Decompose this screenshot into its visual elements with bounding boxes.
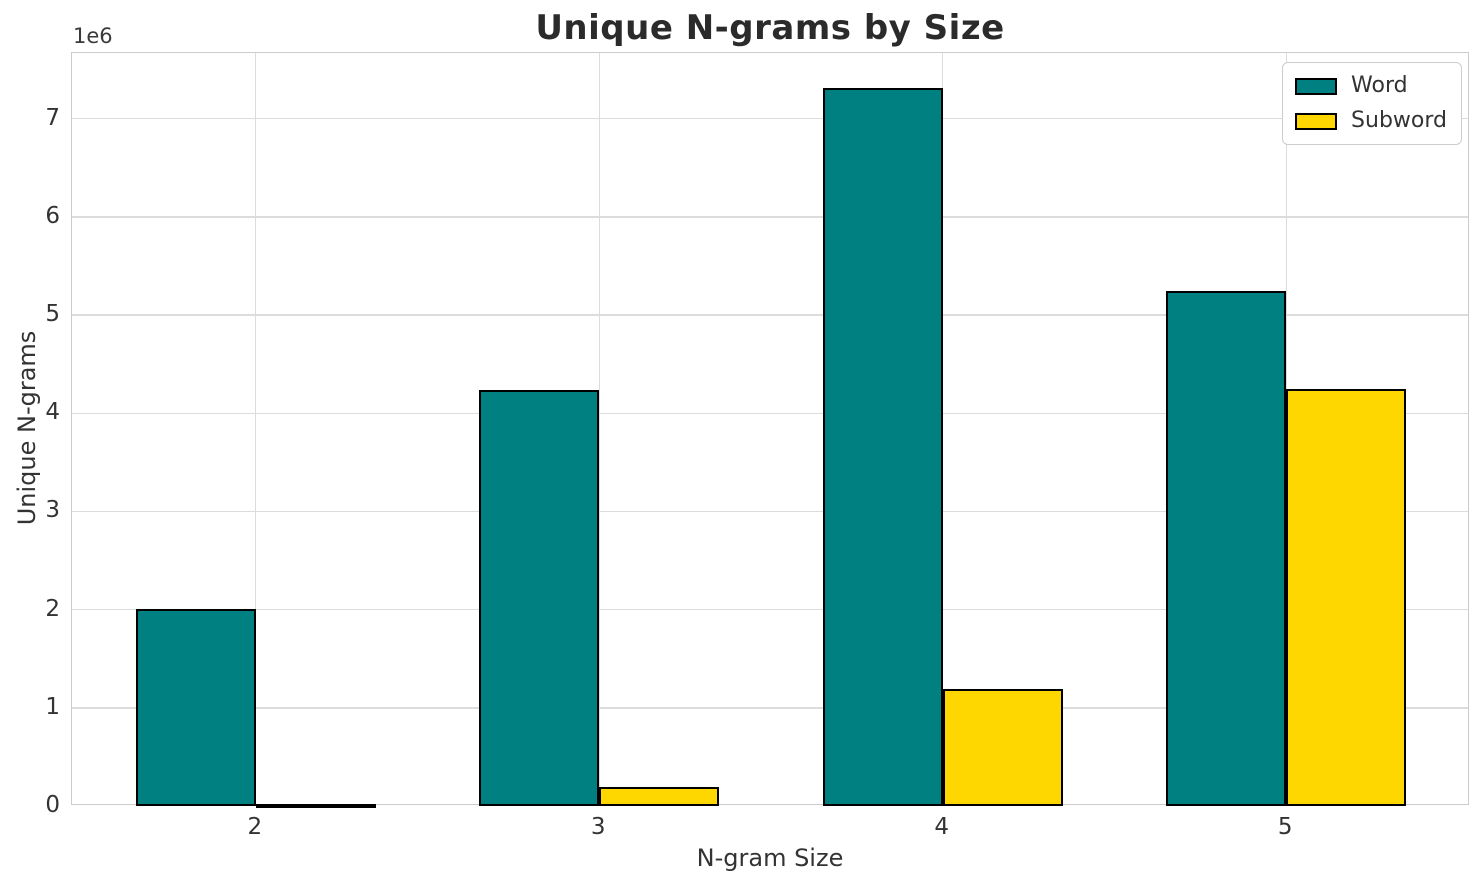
legend: Word Subword: [1282, 62, 1462, 145]
x-axis-label: N-gram Size: [696, 844, 844, 872]
y-tick-label-7: 7: [45, 104, 60, 131]
legend-item-subword: Subword: [1295, 107, 1447, 135]
bar-subword-4: [942, 689, 1063, 806]
bar-word-3: [479, 389, 600, 806]
bar-subword-2: [255, 803, 376, 808]
gridline-y-6: [72, 216, 1468, 218]
bar-word-4: [822, 88, 943, 806]
legend-swatch-word: [1295, 77, 1338, 95]
gridline-y-2: [72, 608, 1468, 611]
y-tick-label-3: 3: [45, 497, 60, 524]
x-tick-label-2: 2: [247, 814, 263, 840]
gridline-x-2: [255, 53, 257, 804]
y-tick-label-0: 0: [45, 792, 60, 818]
gridline-y-1: [72, 707, 1468, 709]
y-axis-offset-label: 1e6: [73, 24, 113, 48]
gridline-y-7: [72, 118, 1468, 120]
y-tick-label-1: 1: [45, 693, 60, 720]
legend-item-word: Word: [1295, 72, 1447, 100]
x-tick-label-4: 4: [934, 814, 950, 840]
x-tick-label-5: 5: [1277, 814, 1293, 840]
x-tick-label-3: 3: [590, 814, 606, 840]
gridline-y-3: [72, 510, 1468, 513]
y-tick-label-4: 4: [45, 399, 60, 426]
gridline-y-5: [72, 314, 1468, 316]
plot-area: [71, 52, 1469, 808]
bar-subword-5: [1286, 388, 1407, 806]
legend-label-subword: Subword: [1351, 108, 1447, 133]
y-tick-label-2: 2: [45, 595, 60, 622]
legend-swatch-subword: [1295, 112, 1338, 130]
bar-word-2: [135, 608, 256, 806]
bar-subword-3: [599, 787, 720, 806]
y-tick-label-5: 5: [45, 301, 60, 328]
y-tick-label-6: 6: [45, 202, 60, 229]
chart-title: Unique N-grams by Size: [535, 8, 1005, 48]
bar-word-5: [1166, 290, 1287, 806]
legend-label-word: Word: [1351, 73, 1408, 98]
gridline-y-4: [72, 412, 1468, 414]
